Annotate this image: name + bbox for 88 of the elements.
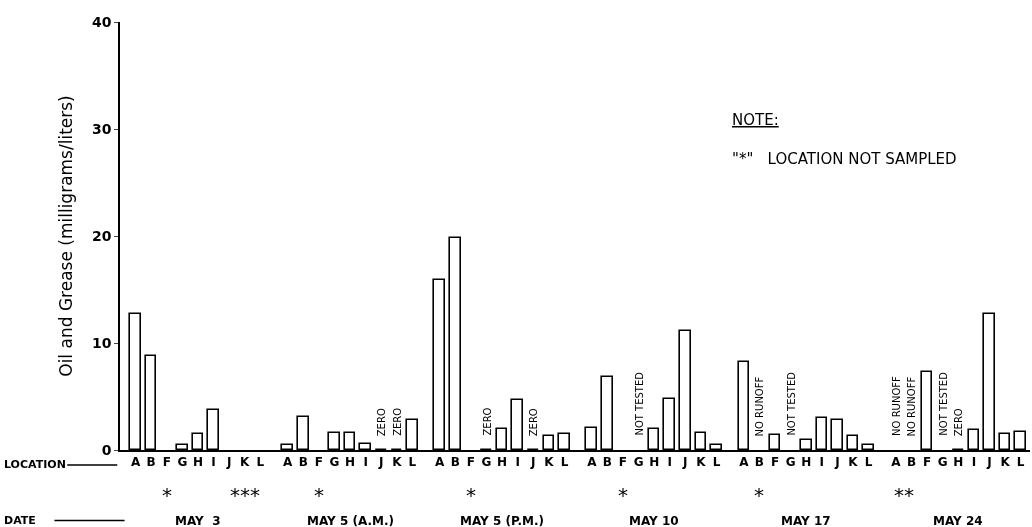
x-tick-label: F [314,455,323,470]
x-tick-label: L [1016,455,1025,470]
x-tick-label: G [481,455,492,470]
x-tick-label: A [435,455,446,470]
x-tick-label: I [211,455,216,470]
x-tick-label: G [329,455,340,470]
x-tick-label: I [819,455,825,470]
x-tick-label: H [649,455,660,470]
x-tick-label: L [864,455,873,470]
text: *** [230,483,260,507]
x-tick-label: H [953,455,964,470]
text: MAY 5 (A.M.) [307,514,395,527]
x-tick-label: B [754,455,764,470]
text: MAY 24 [933,514,983,527]
x-tick-label: A [130,455,141,470]
text: MAY 5 (P.M.) [460,514,545,527]
x-tick-label: J [378,455,384,470]
x-tick-label: H [192,455,203,470]
annotation: "*" LOCATION NOT SAMPLED [732,150,957,168]
x-tick-label: J [682,455,688,470]
x-tick-label: G [785,455,796,470]
x-tick-label: A [739,455,750,470]
x-tick-label: L [256,455,265,470]
x-tick-label: G [633,455,644,470]
x-tick-label: L [560,455,569,470]
x-tick-label: H [801,455,812,470]
data-label: ZERO [376,408,388,437]
x-tick-label: G [177,455,188,470]
x-tick-label: A [283,455,293,470]
x-tick-label: I [515,455,520,470]
annotation: NOTE: [732,111,779,129]
y-tick-label: 10 [91,334,112,351]
text: NOT TESTED [937,372,949,436]
x-tick-label: F [922,455,932,470]
y-tick-label: 40 [91,13,112,30]
x-tick-label: B [146,455,156,470]
text: * [162,483,172,507]
text: ** [894,483,914,507]
text: * [618,483,628,507]
y-tick-label: 20 [91,227,112,244]
text: DATE [4,514,36,527]
x-tick-label: L [712,455,721,470]
x-tick-label: H [497,455,508,470]
x-tick-label: I [667,455,672,470]
x-tick-label: K [696,455,707,470]
x-tick-label: B [450,455,460,470]
x-tick-label: F [162,455,171,470]
text: * [466,483,476,507]
text: * [754,483,764,507]
x-tick-label: H [345,455,356,470]
x-tick-label: K [240,455,251,470]
x-tick-label: F [618,455,628,470]
y-tick-label: 0 [101,441,112,458]
text: MAY 3 [175,514,221,527]
x-tick-label: A [891,455,902,470]
y-tick-label: 30 [91,120,112,137]
text: NO RUNOFF [890,376,902,436]
text: LOCATION [4,458,66,471]
x-tick-label: J [225,455,232,470]
x-tick-label: J [986,455,992,470]
text: MAY 10 [629,514,679,527]
y-axis-title: Oil and Grease (milligrams/liters) [56,95,77,377]
x-tick-label: K [1000,455,1011,470]
x-tick-label: K [392,455,403,470]
x-tick-label: J [530,455,536,470]
x-tick-label: G [937,455,948,470]
x-tick-label: F [770,455,780,470]
text: NOT TESTED [633,372,645,436]
x-tick-label: K [544,455,555,470]
text: MAY 17 [781,514,831,527]
text: * [314,483,324,507]
x-tick-label: I [363,455,368,470]
text: NO RUNOFF [754,376,766,437]
x-tick-label: B [602,455,612,470]
x-tick-label: I [971,455,977,470]
data-label: ZERO [528,408,540,437]
text: NOT TESTED [785,372,797,436]
x-tick-label: A [587,455,598,470]
x-tick-label: K [848,455,859,470]
data-label: ZERO [391,407,403,436]
text: NO RUNOFF [906,376,918,437]
data-label: ZERO [953,408,965,437]
x-tick-label: B [906,455,917,470]
x-tick-label: J [834,455,840,470]
x-tick-label: L [408,455,417,470]
x-tick-label: F [466,455,475,470]
data-label: ZERO [481,407,493,436]
x-tick-label: B [298,455,308,470]
